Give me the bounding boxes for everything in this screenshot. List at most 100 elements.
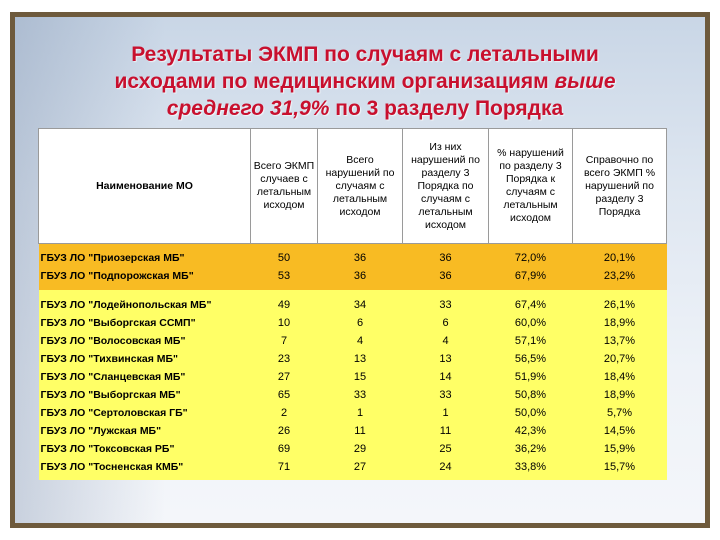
cell-org-name: ГБУЗ ЛО "Выборгская МБ" (38, 386, 251, 404)
cell-section3-violations: 25 (402, 440, 489, 458)
cell-section3-percent: 60,0% (488, 314, 573, 332)
cell-org-name: ГБУЗ ЛО "Сертоловская ГБ" (38, 404, 251, 422)
cell-total-cases: 49 (250, 290, 318, 314)
cell-total-cases: 23 (250, 350, 318, 368)
cell-total-violations: 6 (317, 314, 403, 332)
table-row: ГБУЗ ЛО "Волосовская МБ" 7 4 4 57,1% 13,7% (38, 332, 667, 350)
header-org-name: Наименование МО (38, 128, 251, 244)
cell-total-violations: 29 (317, 440, 403, 458)
cell-reference-percent: 18,4% (572, 368, 667, 386)
cell-section3-percent: 67,9% (488, 267, 573, 290)
cell-total-cases: 53 (250, 267, 318, 290)
cell-section3-violations: 36 (402, 243, 489, 267)
cell-total-violations: 13 (317, 350, 403, 368)
cell-section3-violations: 11 (402, 422, 489, 440)
table-row: ГБУЗ ЛО "Лодейнопольская МБ" 49 34 33 67,4% 2… (38, 290, 667, 314)
cell-section3-percent: 50,0% (488, 404, 573, 422)
cell-total-violations: 15 (317, 368, 403, 386)
cell-org-name: ГБУЗ ЛО "Волосовская МБ" (38, 332, 251, 350)
cell-total-violations: 11 (317, 422, 403, 440)
cell-reference-percent: 5,7% (572, 404, 667, 422)
table-row: ГБУЗ ЛО "Выборгская МБ" 65 33 33 50,8% 18,9% (38, 386, 667, 404)
cell-reference-percent: 20,7% (572, 350, 667, 368)
cell-total-violations: 36 (317, 243, 403, 267)
cell-org-name: ГБУЗ ЛО "Тосненская КМБ" (38, 458, 251, 480)
cell-total-violations: 33 (317, 386, 403, 404)
cell-section3-violations: 13 (402, 350, 489, 368)
cell-org-name: ГБУЗ ЛО "Сланцевская МБ" (38, 368, 251, 386)
cell-section3-violations: 33 (402, 386, 489, 404)
cell-org-name: ГБУЗ ЛО "Лодейнопольская МБ" (38, 290, 251, 314)
header-reference-percent: Справочно по всего ЭКМП % нарушений по р… (572, 128, 667, 244)
cell-total-violations: 1 (317, 404, 403, 422)
cell-reference-percent: 23,2% (572, 267, 667, 290)
title-line-2-text: исходами по медицинским организациям (114, 70, 555, 93)
cell-section3-violations: 36 (402, 267, 489, 290)
header-total-cases: Всего ЭКМП случаев с летальным исходом (250, 128, 318, 244)
cell-reference-percent: 26,1% (572, 290, 667, 314)
cell-reference-percent: 14,5% (572, 422, 667, 440)
cell-section3-violations: 4 (402, 332, 489, 350)
cell-total-cases: 50 (250, 243, 318, 267)
table-group-orange: ГБУЗ ЛО "Приозерская МБ" 50 36 36 72,0% 20,1%… (38, 243, 667, 290)
title-line-1: Результаты ЭКМП по случаям с летальными (131, 43, 599, 66)
cell-total-cases: 26 (250, 422, 318, 440)
table-header-row: Наименование МО Всего ЭКМП случаев с лет… (38, 128, 667, 244)
cell-reference-percent: 15,9% (572, 440, 667, 458)
cell-section3-percent: 57,1% (488, 332, 573, 350)
cell-org-name: ГБУЗ ЛО "Лужская МБ" (38, 422, 251, 440)
cell-section3-percent: 67,4% (488, 290, 573, 314)
cell-reference-percent: 13,7% (572, 332, 667, 350)
table-group-yellow: ГБУЗ ЛО "Лодейнопольская МБ" 49 34 33 67,4% 2… (38, 290, 667, 480)
cell-total-cases: 2 (250, 404, 318, 422)
cell-total-violations: 4 (317, 332, 403, 350)
cell-section3-percent: 56,5% (488, 350, 573, 368)
header-section3-violations: Из них нарушений по разделу 3 Порядка по… (402, 128, 489, 244)
cell-section3-violations: 1 (402, 404, 489, 422)
cell-reference-percent: 20,1% (572, 243, 667, 267)
title-line-2: исходами по медицинским организациям выш… (35, 68, 695, 95)
cell-section3-violations: 6 (402, 314, 489, 332)
title-line-3: среднего 31,9% по 3 разделу Порядка (35, 95, 695, 122)
cell-org-name: ГБУЗ ЛО "Приозерская МБ" (38, 243, 251, 267)
cell-total-violations: 27 (317, 458, 403, 480)
cell-section3-percent: 51,9% (488, 368, 573, 386)
cell-total-cases: 65 (250, 386, 318, 404)
cell-section3-percent: 50,8% (488, 386, 573, 404)
cell-section3-percent: 72,0% (488, 243, 573, 267)
table-row: ГБУЗ ЛО "Приозерская МБ" 50 36 36 72,0% 20,1% (38, 243, 667, 267)
table-row: ГБУЗ ЛО "Тихвинская МБ" 23 13 13 56,5% 20,7% (38, 350, 667, 368)
cell-reference-percent: 15,7% (572, 458, 667, 480)
cell-section3-violations: 33 (402, 290, 489, 314)
cell-section3-percent: 36,2% (488, 440, 573, 458)
table-row: ГБУЗ ЛО "Сертоловская ГБ" 2 1 1 50,0% 5,7% (38, 404, 667, 422)
cell-section3-percent: 33,8% (488, 458, 573, 480)
title-line-3-emphasis: среднего 31,9% (166, 97, 330, 120)
table-row: ГБУЗ ЛО "Выборгская ССМП" 10 6 6 60,0% 18,9% (38, 314, 667, 332)
cell-reference-percent: 18,9% (572, 386, 667, 404)
title-line-3-text: по 3 разделу Порядка (329, 97, 564, 120)
header-total-violations: Всего нарушений по случаям с летальным и… (317, 128, 403, 244)
cell-reference-percent: 18,9% (572, 314, 667, 332)
cell-total-violations: 34 (317, 290, 403, 314)
cell-section3-percent: 42,3% (488, 422, 573, 440)
cell-total-violations: 36 (317, 267, 403, 290)
cell-section3-violations: 14 (402, 368, 489, 386)
results-table: Наименование МО Всего ЭКМП случаев с лет… (38, 128, 667, 480)
table-row: ГБУЗ ЛО "Лужская МБ" 26 11 11 42,3% 14,5% (38, 422, 667, 440)
cell-section3-violations: 24 (402, 458, 489, 480)
cell-total-cases: 69 (250, 440, 318, 458)
cell-org-name: ГБУЗ ЛО "Токсовская РБ" (38, 440, 251, 458)
cell-total-cases: 10 (250, 314, 318, 332)
table-row: ГБУЗ ЛО "Тосненская КМБ" 71 27 24 33,8% 15,7% (38, 458, 667, 480)
slide-title: Результаты ЭКМП по случаям с летальными … (35, 41, 695, 122)
header-section3-percent: % нарушений по разделу 3 Порядка к случа… (488, 128, 573, 244)
cell-total-cases: 71 (250, 458, 318, 480)
table-row: ГБУЗ ЛО "Подпорожская МБ" 53 36 36 67,9% 23,2… (38, 267, 667, 290)
table-row: ГБУЗ ЛО "Токсовская РБ" 69 29 25 36,2% 15,9% (38, 440, 667, 458)
cell-org-name: ГБУЗ ЛО "Подпорожская МБ" (38, 267, 251, 290)
cell-org-name: ГБУЗ ЛО "Выборгская ССМП" (38, 314, 251, 332)
cell-org-name: ГБУЗ ЛО "Тихвинская МБ" (38, 350, 251, 368)
cell-total-cases: 7 (250, 332, 318, 350)
table-row: ГБУЗ ЛО "Сланцевская МБ" 27 15 14 51,9% 18,4% (38, 368, 667, 386)
